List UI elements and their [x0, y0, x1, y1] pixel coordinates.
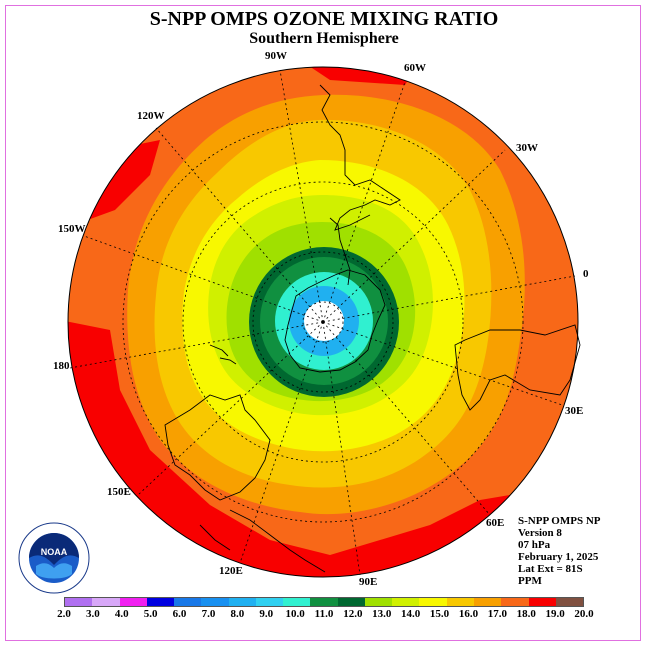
band-18-19-patch-south [68, 320, 578, 577]
colorbar-tick-label: 18.0 [516, 608, 536, 620]
colorbar-tick-label: 3.0 [86, 608, 100, 620]
colorbar-tick-label: 13.0 [372, 608, 392, 620]
figure-frame [5, 5, 641, 641]
lon-label-120e: 120E [219, 565, 243, 577]
lon-label-120w: 120W [137, 110, 165, 122]
colorbar-tick-label: 7.0 [201, 608, 216, 620]
colorbar-swatch [473, 598, 502, 606]
colorbar-tick-label: 6.0 [172, 608, 187, 620]
info-date: February 1, 2025 [518, 551, 599, 563]
colorbar-swatch [174, 598, 202, 606]
coast-new-zealand [209, 344, 237, 365]
colorbar-swatch [119, 598, 147, 606]
colorbar-tick-label: 4.0 [114, 608, 129, 620]
colorbar-swatch [310, 598, 338, 606]
colorbar-swatch [419, 598, 447, 606]
colorbar-swatch [92, 598, 120, 606]
lon-label-0: 0 [583, 268, 589, 280]
lon-label-90w: 90W [265, 50, 287, 62]
meridian-150w [83, 235, 324, 323]
colorbar-tick-label: 2.0 [57, 608, 71, 620]
colorbar-swatch [337, 598, 365, 606]
metadata-block: S-NPP OMPS NP Version 8 07 hPa February … [518, 515, 601, 587]
colorbar-swatch [446, 598, 474, 606]
coast-south-america [319, 84, 401, 231]
latitude-circle-20 [122, 121, 524, 523]
lon-label-30e: 30E [565, 405, 584, 417]
lon-label-90e: 90E [359, 576, 378, 588]
coast-africa [454, 324, 581, 411]
colorbar-swatch [528, 598, 556, 606]
colorbar-swatch [392, 598, 420, 606]
info-pressure: 07 hPa [518, 539, 551, 551]
meridian-150e [137, 321, 324, 496]
colorbar-swatch [364, 598, 393, 606]
colorbar-swatch [201, 598, 229, 606]
colorbar-swatch [146, 598, 175, 606]
colorbar-tick-label: 12.0 [343, 608, 363, 620]
map-subtitle: Southern Hemisphere [249, 30, 399, 47]
latitude-circle-40 [182, 181, 464, 463]
info-version: Version 8 [518, 527, 562, 539]
colorbar-swatch [65, 598, 93, 606]
colorbar-tick-label: 5.0 [143, 608, 158, 620]
meridian-30w [322, 149, 506, 323]
colorbar-swatch [255, 598, 284, 606]
colorbar-tick-label: 19.0 [545, 608, 565, 620]
map-boundary [67, 66, 579, 578]
colorbar-labels: 2.0 3.0 4.0 5.0 6.0 7.0 8.0 9.0 10.0 11.0 12.0 13.0… [0, 608, 648, 622]
lon-label-60w: 60W [404, 62, 426, 74]
map-title: S-NPP OMPS OZONE MIXING RATIO [149, 8, 499, 30]
colorbar-tick-label: 10.0 [285, 608, 305, 620]
coast-antarctica [284, 269, 386, 373]
noaa-logo: NOAA [18, 522, 90, 594]
band-18-19-patch-east [300, 67, 420, 85]
lon-label-180: 180 [53, 360, 70, 372]
colorbar [64, 597, 584, 607]
info-instrument: S-NPP OMPS NP [518, 515, 601, 527]
colorbar-tick-label: 14.0 [401, 608, 421, 620]
colorbar-tick-label: 8.0 [230, 608, 245, 620]
colorbar-swatch [283, 598, 311, 606]
meridian-60w [322, 81, 406, 323]
graticule [69, 69, 576, 576]
latitude-circle-60 [252, 251, 394, 393]
colorbar-tick-label: 9.0 [259, 608, 274, 620]
coast-australia [164, 394, 271, 501]
info-units: PPM [518, 575, 542, 587]
colorbar-tick-label: 20.0 [574, 608, 594, 620]
info-lat-ext: Lat Ext = 81S [518, 563, 583, 575]
colorbar-swatch [228, 598, 256, 606]
colorbar-tick-label: 17.0 [487, 608, 507, 620]
lon-label-150w: 150W [58, 223, 86, 235]
coastlines [164, 84, 581, 573]
pole-dot [321, 320, 325, 324]
colorbar-tick-label: 11.0 [314, 608, 334, 620]
meridian-30e [322, 321, 563, 406]
lon-label-30w: 30W [516, 142, 538, 154]
colorbar-swatch [501, 598, 529, 606]
lon-label-60e: 60E [486, 517, 505, 529]
colorbar-swatch [555, 598, 584, 606]
coast-asia [199, 509, 326, 573]
colorbar-tick-label: 16.0 [458, 608, 479, 620]
lon-label-150e: 150E [107, 486, 131, 498]
logo-text: NOAA [41, 547, 68, 557]
ozone-field [68, 67, 578, 577]
coast-antarctic-peninsula [329, 217, 351, 286]
latitude-circle-80 [302, 301, 344, 343]
colorbar-tick-label: 15.0 [429, 608, 450, 620]
